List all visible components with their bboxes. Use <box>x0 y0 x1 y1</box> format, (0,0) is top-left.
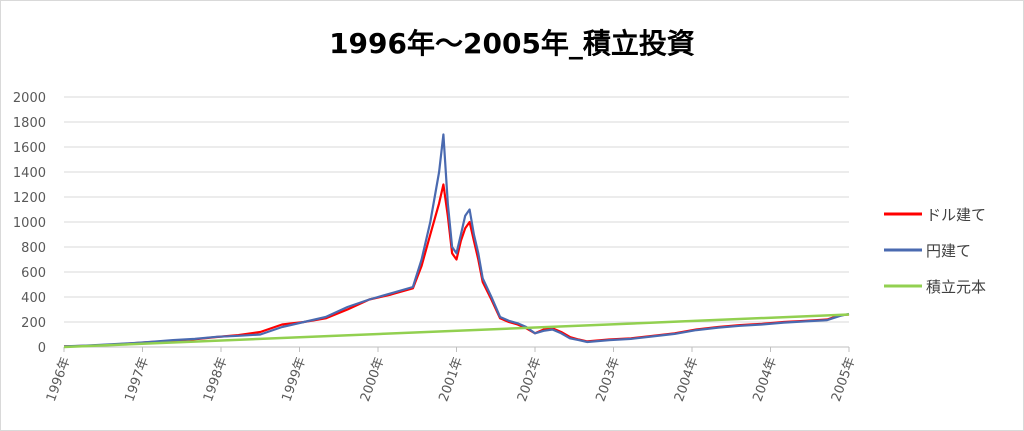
x-tick-label: 1999年 <box>279 355 309 403</box>
y-tick-label: 1600 <box>13 141 46 156</box>
y-axis-ticks: 0 200 400 600 800 1000 1200 1400 1600 1800 2000 <box>13 91 46 356</box>
chart-title: 1996年～2005年_積立投資 <box>329 27 695 60</box>
y-tick-label: 200 <box>21 316 46 331</box>
x-tick-label: 2002年 <box>515 355 545 403</box>
legend-label: ドル建て <box>926 206 986 224</box>
x-tick-label: 2004年 <box>750 355 780 403</box>
grid-lines <box>64 96 849 348</box>
x-tick-label: 2003年 <box>593 355 623 403</box>
legend-label: 円建て <box>926 242 971 260</box>
x-tick-label: 1997年 <box>122 355 152 403</box>
x-tick-label: 2001年 <box>436 355 466 403</box>
x-tick-label: 2005年 <box>829 355 859 403</box>
x-tick-label: 2004年 <box>672 355 702 403</box>
series-line-2 <box>63 313 850 349</box>
x-tick-label: 1998年 <box>201 355 231 403</box>
x-axis-ticks: 1996年 1997年 1998年 1999年 2000年 2001年 2002年 2003年… <box>44 347 859 404</box>
x-tick-label: 1996年 <box>44 355 74 403</box>
y-tick-label: 1000 <box>13 216 46 231</box>
y-tick-label: 600 <box>21 266 46 281</box>
y-tick-label: 1800 <box>13 116 46 131</box>
series-lines <box>63 133 850 349</box>
y-tick-label: 400 <box>21 291 46 306</box>
x-tick-label: 2000年 <box>358 355 388 403</box>
y-tick-label: 2000 <box>13 91 46 106</box>
y-tick-label: 0 <box>38 341 46 356</box>
y-tick-label: 1200 <box>13 191 46 206</box>
y-tick-label: 800 <box>21 241 46 256</box>
y-tick-label: 1400 <box>13 166 46 181</box>
legend-label: 積立元本 <box>926 278 986 296</box>
series-line-1 <box>63 133 850 348</box>
